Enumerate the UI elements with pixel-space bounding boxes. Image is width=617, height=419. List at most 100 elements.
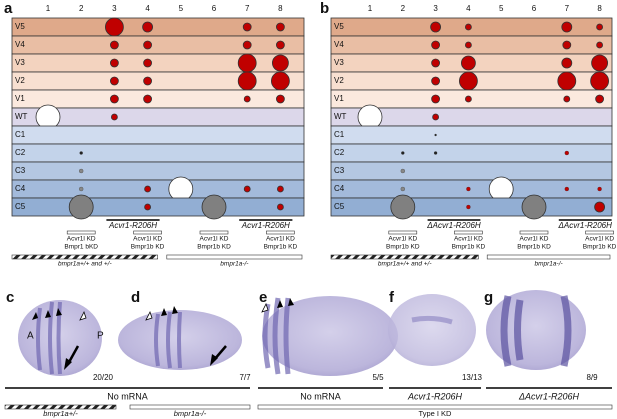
bubble xyxy=(275,22,285,32)
row-band xyxy=(11,179,305,199)
bubble xyxy=(591,54,608,72)
embryo-count: 13/13 xyxy=(462,373,483,382)
bubble xyxy=(431,94,441,104)
construct-label: Acvr1-R206H xyxy=(108,221,157,230)
genotype-bar xyxy=(129,404,251,410)
column-label: 6 xyxy=(212,4,217,13)
row-band xyxy=(330,143,613,163)
embryo-count: 7/7 xyxy=(239,373,251,382)
bubble xyxy=(79,168,84,174)
row-label: V1 xyxy=(15,94,25,103)
genotype-bar xyxy=(166,254,303,260)
column-label: 4 xyxy=(466,4,471,13)
row-band xyxy=(11,71,305,91)
bubble xyxy=(270,71,290,91)
bubble xyxy=(401,151,405,155)
column-label: 5 xyxy=(499,4,504,13)
column-label: 3 xyxy=(433,4,438,13)
kd-bracket xyxy=(388,230,418,235)
row-band xyxy=(330,125,613,145)
bubble xyxy=(431,40,441,50)
bubble xyxy=(464,23,472,31)
row-band xyxy=(11,53,305,73)
bubble xyxy=(242,40,252,50)
column-label: 4 xyxy=(145,4,150,13)
row-band xyxy=(11,197,305,217)
bubble xyxy=(521,194,547,220)
column-label: 2 xyxy=(79,4,84,13)
row-label: V2 xyxy=(15,76,25,85)
bubble xyxy=(201,194,227,220)
bubble xyxy=(143,94,153,104)
bubble xyxy=(557,71,577,91)
row-band xyxy=(11,125,305,145)
bubble xyxy=(562,40,572,50)
kd-label: Acvr1l KD xyxy=(520,236,549,243)
kd-label: Bmpr1b KD xyxy=(131,244,165,251)
condition-label: ΔAcvr1-R206H xyxy=(518,391,580,401)
bubble xyxy=(111,113,118,121)
bubble xyxy=(432,113,440,121)
genotype-bar xyxy=(330,254,479,260)
bubble xyxy=(110,40,119,50)
kd-label: Bmpr1 bKD xyxy=(64,244,98,251)
bubble xyxy=(243,95,251,103)
kd-label: Acvr1l KD xyxy=(200,236,229,243)
row-label: V3 xyxy=(334,58,344,67)
kd-label: Bmpr1b KD xyxy=(517,244,551,251)
construct-label: Acvr1-R206H xyxy=(241,221,290,230)
kd-bracket xyxy=(266,230,295,235)
embryo-count: 8/9 xyxy=(586,373,598,382)
kd-label: Bmpr1b KD xyxy=(197,244,231,251)
panel-letter: b xyxy=(320,0,329,17)
kd-bracket xyxy=(454,230,483,235)
bubble xyxy=(400,168,405,174)
bubble xyxy=(460,55,476,71)
kd-bracket xyxy=(199,230,229,235)
column-label: 1 xyxy=(46,4,51,13)
bubble xyxy=(242,22,252,32)
bubble xyxy=(590,71,609,91)
axis-posterior: P xyxy=(97,331,104,342)
bubble xyxy=(466,186,471,192)
kd-label: Bmpr1b KD xyxy=(386,244,420,251)
column-label: 1 xyxy=(368,4,373,13)
bubble xyxy=(464,95,472,103)
bubble xyxy=(597,186,602,192)
row-label: V4 xyxy=(15,40,25,49)
kd-bracket xyxy=(585,230,614,235)
column-label: 3 xyxy=(112,4,117,13)
genotype-label: bmpr1a-/- xyxy=(220,261,249,268)
bubble xyxy=(594,201,605,213)
bubble xyxy=(390,194,416,220)
bubble xyxy=(595,94,604,104)
panel-letter: f xyxy=(389,289,395,306)
row-label: V5 xyxy=(15,22,25,31)
column-label: 2 xyxy=(401,4,406,13)
bubble xyxy=(431,76,441,86)
bubble xyxy=(275,94,285,104)
bubble xyxy=(276,203,284,211)
row-label: C4 xyxy=(334,184,345,193)
row-label: V2 xyxy=(334,76,344,85)
embryo-count: 5/5 xyxy=(372,373,384,382)
kd-label: Acvr1l KD xyxy=(133,236,162,243)
axis-anterior: A xyxy=(27,331,34,342)
bubble xyxy=(79,151,83,155)
panel-letter: g xyxy=(484,289,493,306)
kd-label: Bmpr1b KD xyxy=(583,244,617,251)
row-label: C5 xyxy=(334,202,345,211)
genotype-bar xyxy=(4,404,117,410)
genotype-label: bmpr1a-/- xyxy=(535,261,564,268)
bubble xyxy=(271,54,289,72)
bubble xyxy=(142,21,154,33)
bubble xyxy=(35,104,61,130)
genotype-bar xyxy=(11,254,158,260)
kd-label: Acvr1l KD xyxy=(585,236,614,243)
condition-label: No mRNA xyxy=(107,391,148,401)
row-band xyxy=(11,89,305,109)
row-label: V1 xyxy=(334,94,344,103)
row-label: V5 xyxy=(334,22,344,31)
bubble xyxy=(143,58,153,68)
kd-label: Bmpr1b KD xyxy=(264,244,298,251)
